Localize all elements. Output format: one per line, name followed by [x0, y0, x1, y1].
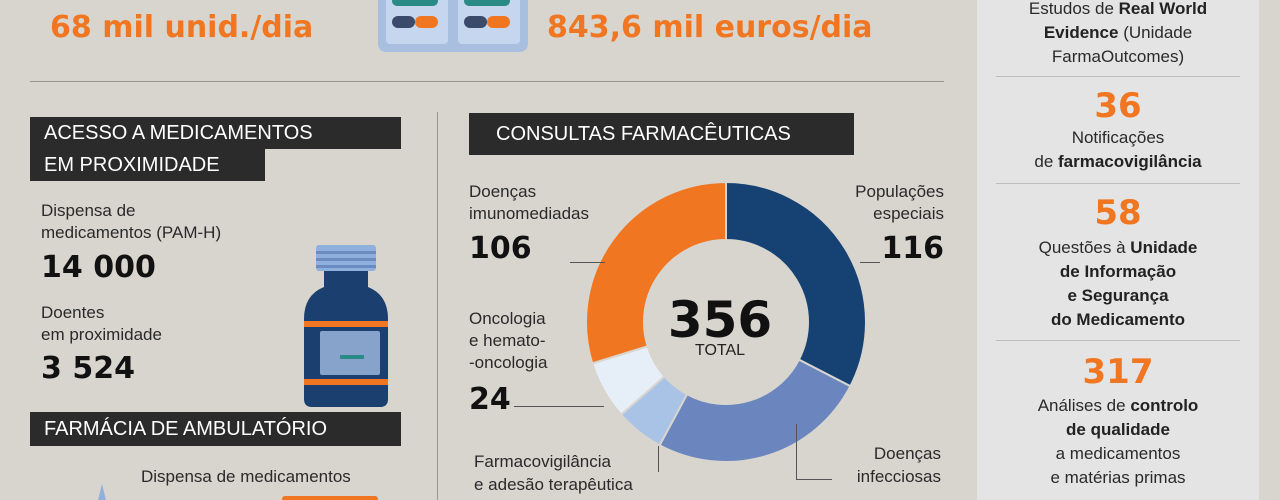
immuno-label-1: Doenças [469, 182, 537, 201]
leader-onco [514, 406, 604, 407]
column-divider [437, 112, 438, 500]
proximity-title-line2: EM PROXIMIDADE [30, 149, 265, 181]
rwe-text-1: Estudos de [1028, 0, 1119, 18]
onco-label-2: e hemato- [469, 331, 546, 350]
questions-bold-3: e Segurança [1067, 286, 1169, 305]
donut-slice-4 [585, 180, 727, 365]
medicine-bottle-icon [300, 243, 392, 409]
onco-value: 24 [469, 382, 511, 417]
patients-label-1: Doentes [41, 303, 105, 322]
analyses-text-2: a medicamentos [1055, 444, 1181, 463]
special-label-1: Populações [855, 182, 944, 201]
notif-value: 36 [1094, 86, 1142, 126]
pill-box-icon [378, 0, 528, 54]
questions-text: Questões à Unidade de Informação e Segur… [977, 236, 1259, 332]
rwe-text: Estudos de Real World Evidence (Unidade … [977, 0, 1259, 69]
top-divider [30, 81, 944, 82]
proximity-title-line1: ACESSO A MEDICAMENTOS [30, 117, 401, 149]
donut-total-value: 356 [667, 291, 773, 349]
donut-hole [644, 240, 808, 404]
daily-units-stat: 68 mil unid./dia [50, 10, 314, 45]
panel-separator-3 [996, 340, 1240, 341]
analyses-value: 317 [1082, 352, 1154, 392]
dispense-label-1: Dispensa de [41, 201, 136, 220]
notif-text: Notificações de farmacovigilância [977, 126, 1259, 174]
daily-euros-stat: 843,6 mil euros/dia [547, 10, 873, 45]
notif-text-1: Notificações [1071, 128, 1165, 147]
special-label-2: especiais [873, 204, 944, 223]
ambulatory-dispense-label: Dispensa de medicamentos [141, 467, 351, 486]
panel-separator-2 [996, 183, 1240, 184]
analyses-text-3: e matérias primas [1050, 468, 1186, 487]
analyses-bold-1: controlo [1130, 396, 1199, 415]
patients-value: 3 524 [41, 351, 135, 386]
donut-center: 356 TOTAL [640, 292, 800, 360]
ambulatory-title: FARMÁCIA DE AMBULATÓRIO [30, 412, 401, 446]
analyses-text-1: Análises de [1037, 396, 1131, 415]
special-value: 116 [881, 231, 944, 266]
rwe-bold: Real World [1118, 0, 1208, 18]
panel-separator-1 [996, 76, 1240, 77]
patients-label-2: em proximidade [41, 325, 162, 344]
donut-total-label: TOTAL [694, 342, 746, 359]
notif-bold: farmacovigilância [1058, 152, 1202, 171]
onco-label-1: Oncologia [469, 309, 546, 328]
leader-special [860, 262, 880, 263]
notif-text-2: de [1034, 152, 1058, 171]
rwe-text-2: (Unidade [1118, 23, 1193, 42]
leader-infect-v [796, 424, 797, 480]
questions-bold-1: Unidade [1130, 238, 1198, 257]
immuno-label-2: imunomediadas [469, 204, 590, 223]
leader-pharmaco [658, 446, 659, 472]
dispense-value: 14 000 [41, 250, 156, 285]
analyses-bold-2: de qualidade [1066, 420, 1170, 439]
infect-label-2: infecciosas [856, 467, 941, 486]
dispense-label-2: medicamentos (PAM-H) [41, 223, 222, 242]
consults-title: CONSULTAS FARMACÊUTICAS [469, 113, 854, 155]
right-panel [977, 0, 1259, 500]
leader-immuno [570, 262, 605, 263]
infect-label-1: Doenças [873, 444, 941, 463]
immuno-value: 106 [469, 231, 532, 266]
questions-bold-2: de Informação [1059, 262, 1177, 281]
questions-value: 58 [1094, 193, 1142, 233]
rwe-text-3: FarmaOutcomes) [1051, 47, 1185, 66]
rwe-bold-2: Evidence [1043, 23, 1119, 42]
onco-label-3: -oncologia [469, 353, 548, 372]
pharmaco-label-2: e adesão terapêutica [474, 475, 633, 494]
leader-infect-h [796, 479, 832, 480]
dropper-bottle-icon [92, 484, 112, 500]
ambulatory-value-clipped [282, 494, 392, 500]
analyses-text: Análises de controlo de qualidade a medi… [977, 394, 1259, 490]
questions-bold-4: do Medicamento [1050, 310, 1186, 329]
pharmaco-label-1: Farmacovigilância [474, 452, 611, 471]
questions-text-1: Questões à [1038, 238, 1131, 257]
